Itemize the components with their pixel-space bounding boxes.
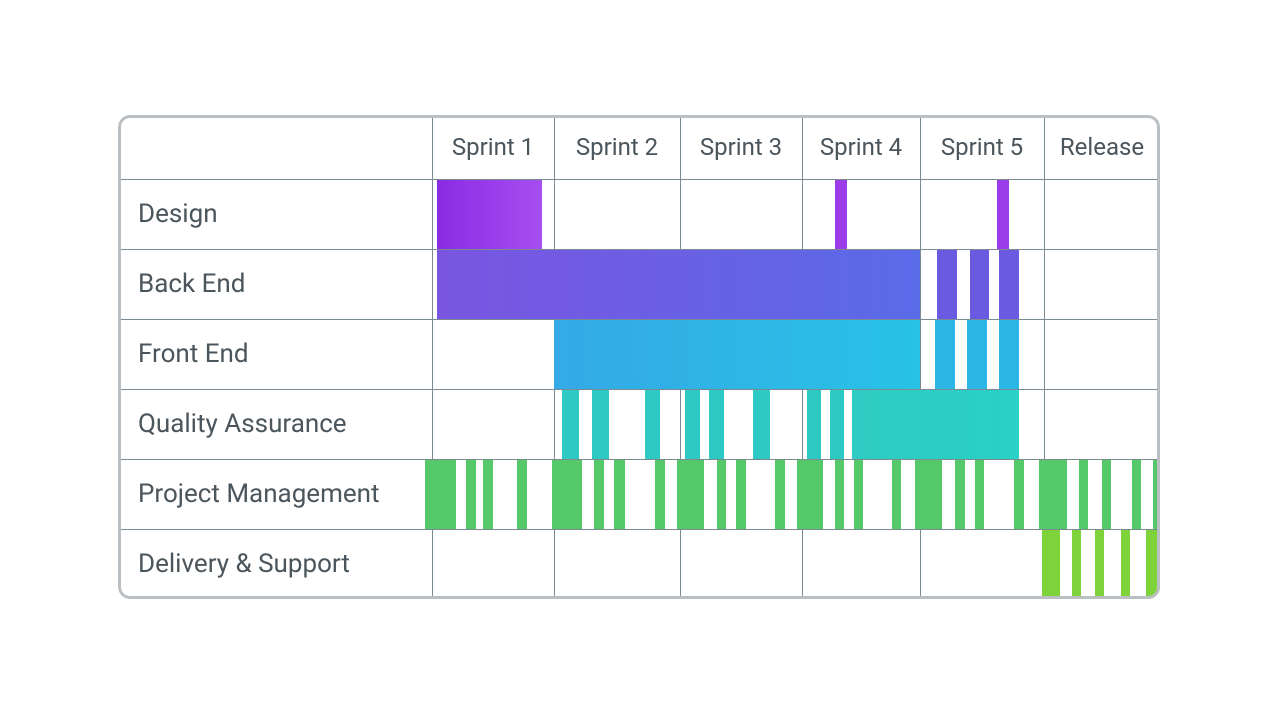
- bar-3-7: [830, 390, 844, 459]
- bar-4-5: [594, 460, 604, 529]
- bar-3-0: [562, 390, 580, 459]
- bar-4-3: [517, 460, 527, 529]
- bar-1-3: [999, 250, 1019, 319]
- bar-1-1: [937, 250, 957, 319]
- bar-4-18: [975, 460, 985, 529]
- bar-4-11: [775, 460, 785, 529]
- bar-4-24: [1153, 460, 1160, 529]
- bar-4-21: [1079, 460, 1088, 529]
- bar-4-4: [552, 460, 582, 529]
- bar-2-1: [935, 320, 955, 389]
- bar-3-2: [645, 390, 660, 459]
- bar-5-2: [1095, 530, 1104, 599]
- bar-2-0: [554, 320, 920, 389]
- bar-4-7: [655, 460, 665, 529]
- bar-3-3: [685, 390, 700, 459]
- bar-4-23: [1132, 460, 1141, 529]
- bar-3-5: [753, 390, 770, 459]
- bar-4-1: [466, 460, 476, 529]
- bar-4-12: [797, 460, 823, 529]
- bar-1-2: [970, 250, 990, 319]
- bar-4-9: [717, 460, 727, 529]
- gantt-chart: Sprint 1Sprint 2Sprint 3Sprint 4Sprint 5…: [118, 115, 1160, 599]
- bar-3-1: [592, 390, 610, 459]
- bar-5-3: [1121, 530, 1130, 599]
- bar-1-0: [437, 250, 920, 319]
- bar-5-4: [1146, 530, 1160, 599]
- bar-2-2: [967, 320, 987, 389]
- bar-5-0: [1042, 530, 1061, 599]
- bar-4-0: [425, 460, 457, 529]
- bar-4-19: [1014, 460, 1024, 529]
- bar-4-17: [955, 460, 965, 529]
- bar-2-3: [999, 320, 1019, 389]
- bar-3-6: [807, 390, 821, 459]
- bar-4-8: [677, 460, 704, 529]
- gantt-bars: [118, 115, 1160, 599]
- bar-4-6: [614, 460, 624, 529]
- bar-4-10: [736, 460, 746, 529]
- bar-4-14: [854, 460, 863, 529]
- bar-0-1: [835, 180, 847, 249]
- bar-4-22: [1102, 460, 1111, 529]
- bar-5-1: [1072, 530, 1081, 599]
- bar-0-0: [437, 180, 542, 249]
- bar-3-4: [709, 390, 724, 459]
- bar-4-2: [483, 460, 493, 529]
- bar-4-15: [892, 460, 901, 529]
- bar-4-20: [1039, 460, 1067, 529]
- bar-4-16: [915, 460, 942, 529]
- bar-0-2: [997, 180, 1009, 249]
- bar-4-13: [835, 460, 844, 529]
- bar-3-8: [852, 390, 1020, 459]
